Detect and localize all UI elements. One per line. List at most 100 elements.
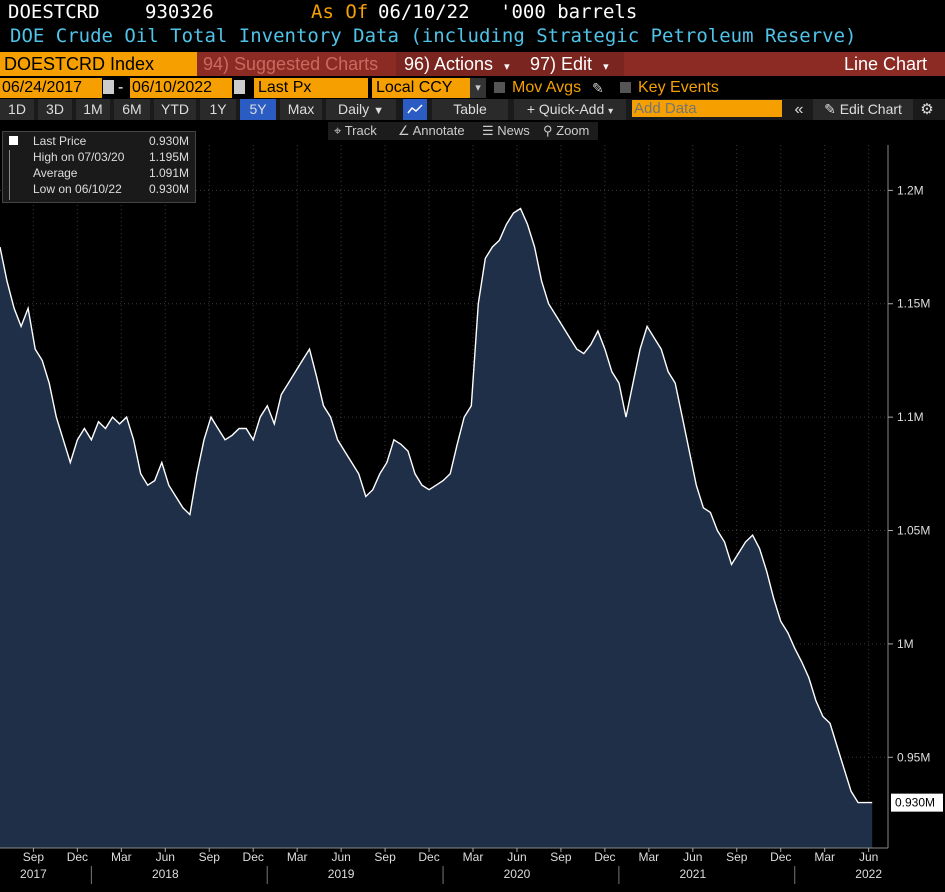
actions-button[interactable]: 96) Actions ▾ (396, 52, 528, 76)
timeframe-toolbar: 1D 3D 1M 6M YTD 1Y 5Y Max Daily ▼ Table + Quick… (0, 99, 945, 120)
as-of-date: 06/10/22 (378, 1, 470, 23)
key-events-label: Key Events (638, 79, 719, 96)
y-tick-label: 1.05M (897, 524, 930, 538)
timeframe-3d[interactable]: 3D (38, 99, 72, 120)
ticker-label: DOESTCRD (8, 1, 100, 23)
header-row: DOESTCRD 930326 As Of 06/10/22 '000 barr… (0, 0, 945, 26)
mov-avgs-checkbox[interactable] (494, 82, 505, 93)
x-tick-label: Mar (814, 850, 835, 864)
timeframe-ytd[interactable]: YTD (154, 99, 196, 120)
timeframe-1m[interactable]: 1M (76, 99, 110, 120)
zoom-icon: ⚲ (543, 123, 557, 138)
legend-value: 1.091M (148, 166, 189, 180)
legend-value: 0.930M (148, 182, 189, 196)
end-date-input[interactable]: 06/10/2022 (130, 78, 232, 98)
legend-stat-bracket (9, 150, 18, 200)
chart-tools: ⌖ Track ∠ Annotate ☰ News ⚲ Zoom (328, 122, 598, 140)
collapse-icon[interactable]: « (794, 101, 804, 118)
x-tick-label: Sep (726, 850, 748, 864)
area-fill (0, 208, 873, 848)
chevron-down-icon: ▾ (504, 61, 510, 73)
edit-label: 97) Edit (530, 54, 593, 74)
chart-title: DOE Crude Oil Total Inventory Data (incl… (10, 25, 857, 47)
quick-add-label: + Quick-Add (526, 101, 605, 117)
x-year-label: 2019 (328, 867, 355, 881)
date-separator: - (118, 79, 124, 96)
timeframe-1y[interactable]: 1Y (200, 99, 236, 120)
legend-swatch (9, 136, 18, 145)
x-tick-label: Dec (594, 850, 615, 864)
y-tick-label: 1.1M (897, 410, 924, 424)
x-tick-label: Mar (639, 850, 660, 864)
periodicity-select[interactable]: Daily ▼ (326, 99, 396, 120)
units-label: '000 barrels (500, 1, 638, 23)
track-tool[interactable]: ⌖ Track (334, 122, 377, 140)
news-tool[interactable]: ☰ News (482, 122, 530, 140)
edit-chart-button[interactable]: ✎ Edit Chart (813, 99, 913, 120)
x-year-label: 2017 (20, 867, 47, 881)
chevron-down-icon: ▾ (603, 61, 609, 73)
x-tick-label: Sep (23, 850, 45, 864)
chart-type-label[interactable]: Line Chart (843, 54, 927, 74)
calendar-icon[interactable] (103, 80, 114, 94)
x-year-label: 2020 (504, 867, 531, 881)
security-toolbar: DOESTCRD Index 94) Suggested Charts 96) … (0, 52, 945, 76)
legend-value: 1.195M (148, 150, 189, 164)
x-tick-label: Dec (243, 850, 264, 864)
timeframe-1d[interactable]: 1D (0, 99, 34, 120)
x-tick-label: Sep (550, 850, 572, 864)
series-line (0, 207, 873, 804)
annotate-tool[interactable]: ∠ Annotate (398, 122, 465, 140)
x-year-label: 2021 (679, 867, 706, 881)
line-chart-icon[interactable] (403, 99, 427, 120)
gear-icon[interactable]: ⚙ (920, 101, 934, 118)
x-tick-label: Mar (111, 850, 132, 864)
y-tick-label: 1M (897, 637, 914, 651)
x-tick-label: Dec (67, 850, 88, 864)
legend-label: Low on 06/10/22 (33, 182, 122, 196)
quick-add-button[interactable]: + Quick-Add ▾ (514, 99, 626, 120)
chevron-down-icon[interactable]: ▾ (470, 78, 486, 98)
y-tick-label: 1.15M (897, 297, 930, 311)
x-tick-label: Jun (331, 850, 350, 864)
timeframe-6m[interactable]: 6M (114, 99, 150, 120)
suggested-charts-button[interactable]: 94) Suggested Charts (203, 54, 379, 74)
field-select[interactable]: Last Px (254, 78, 368, 98)
last-value-box (891, 793, 943, 812)
crosshair-icon: ⌖ (334, 123, 345, 138)
timeframe-5y[interactable]: 5Y (240, 99, 276, 120)
security-field[interactable]: DOESTCRD Index (0, 52, 197, 76)
x-tick-label: Dec (770, 850, 791, 864)
last-value: 930326 (145, 1, 214, 23)
currency-select[interactable]: Local CCY (372, 78, 472, 98)
x-tick-label: Mar (463, 850, 484, 864)
edit-button[interactable]: 97) Edit ▾ (522, 52, 624, 76)
annotate-icon: ∠ (398, 123, 413, 138)
x-tick-label: Dec (418, 850, 439, 864)
calendar-icon[interactable] (234, 80, 245, 94)
key-events-checkbox[interactable] (620, 82, 631, 93)
legend-value: 0.930M (148, 134, 189, 148)
start-date-input[interactable]: 06/24/2017 (0, 78, 102, 98)
x-tick-label: Mar (287, 850, 308, 864)
add-data-input[interactable] (632, 100, 782, 117)
timeframe-max[interactable]: Max (280, 99, 322, 120)
zoom-tool[interactable]: ⚲ Zoom (543, 122, 589, 140)
chart-legend: Last Price 0.930M High on 07/03/20 1.195… (2, 131, 196, 203)
pencil-icon[interactable]: ✎ (592, 80, 604, 96)
x-tick-label: Jun (507, 850, 526, 864)
x-year-label: 2022 (855, 867, 882, 881)
x-tick-label: Sep (199, 850, 221, 864)
legend-label: Last Price (33, 134, 87, 148)
table-button[interactable]: Table (432, 99, 508, 120)
pencil-icon: ✎ (824, 101, 840, 117)
zoom-label: Zoom (556, 123, 590, 138)
last-value-label: 0.930M (895, 796, 935, 810)
legend-label: Average (33, 166, 78, 180)
annotate-label: Annotate (412, 123, 465, 138)
x-tick-label: Jun (859, 850, 878, 864)
legend-label: High on 07/03/20 (33, 150, 125, 164)
x-tick-label: Sep (374, 850, 396, 864)
y-tick-label: 0.95M (897, 750, 930, 764)
news-icon: ☰ (482, 123, 498, 138)
